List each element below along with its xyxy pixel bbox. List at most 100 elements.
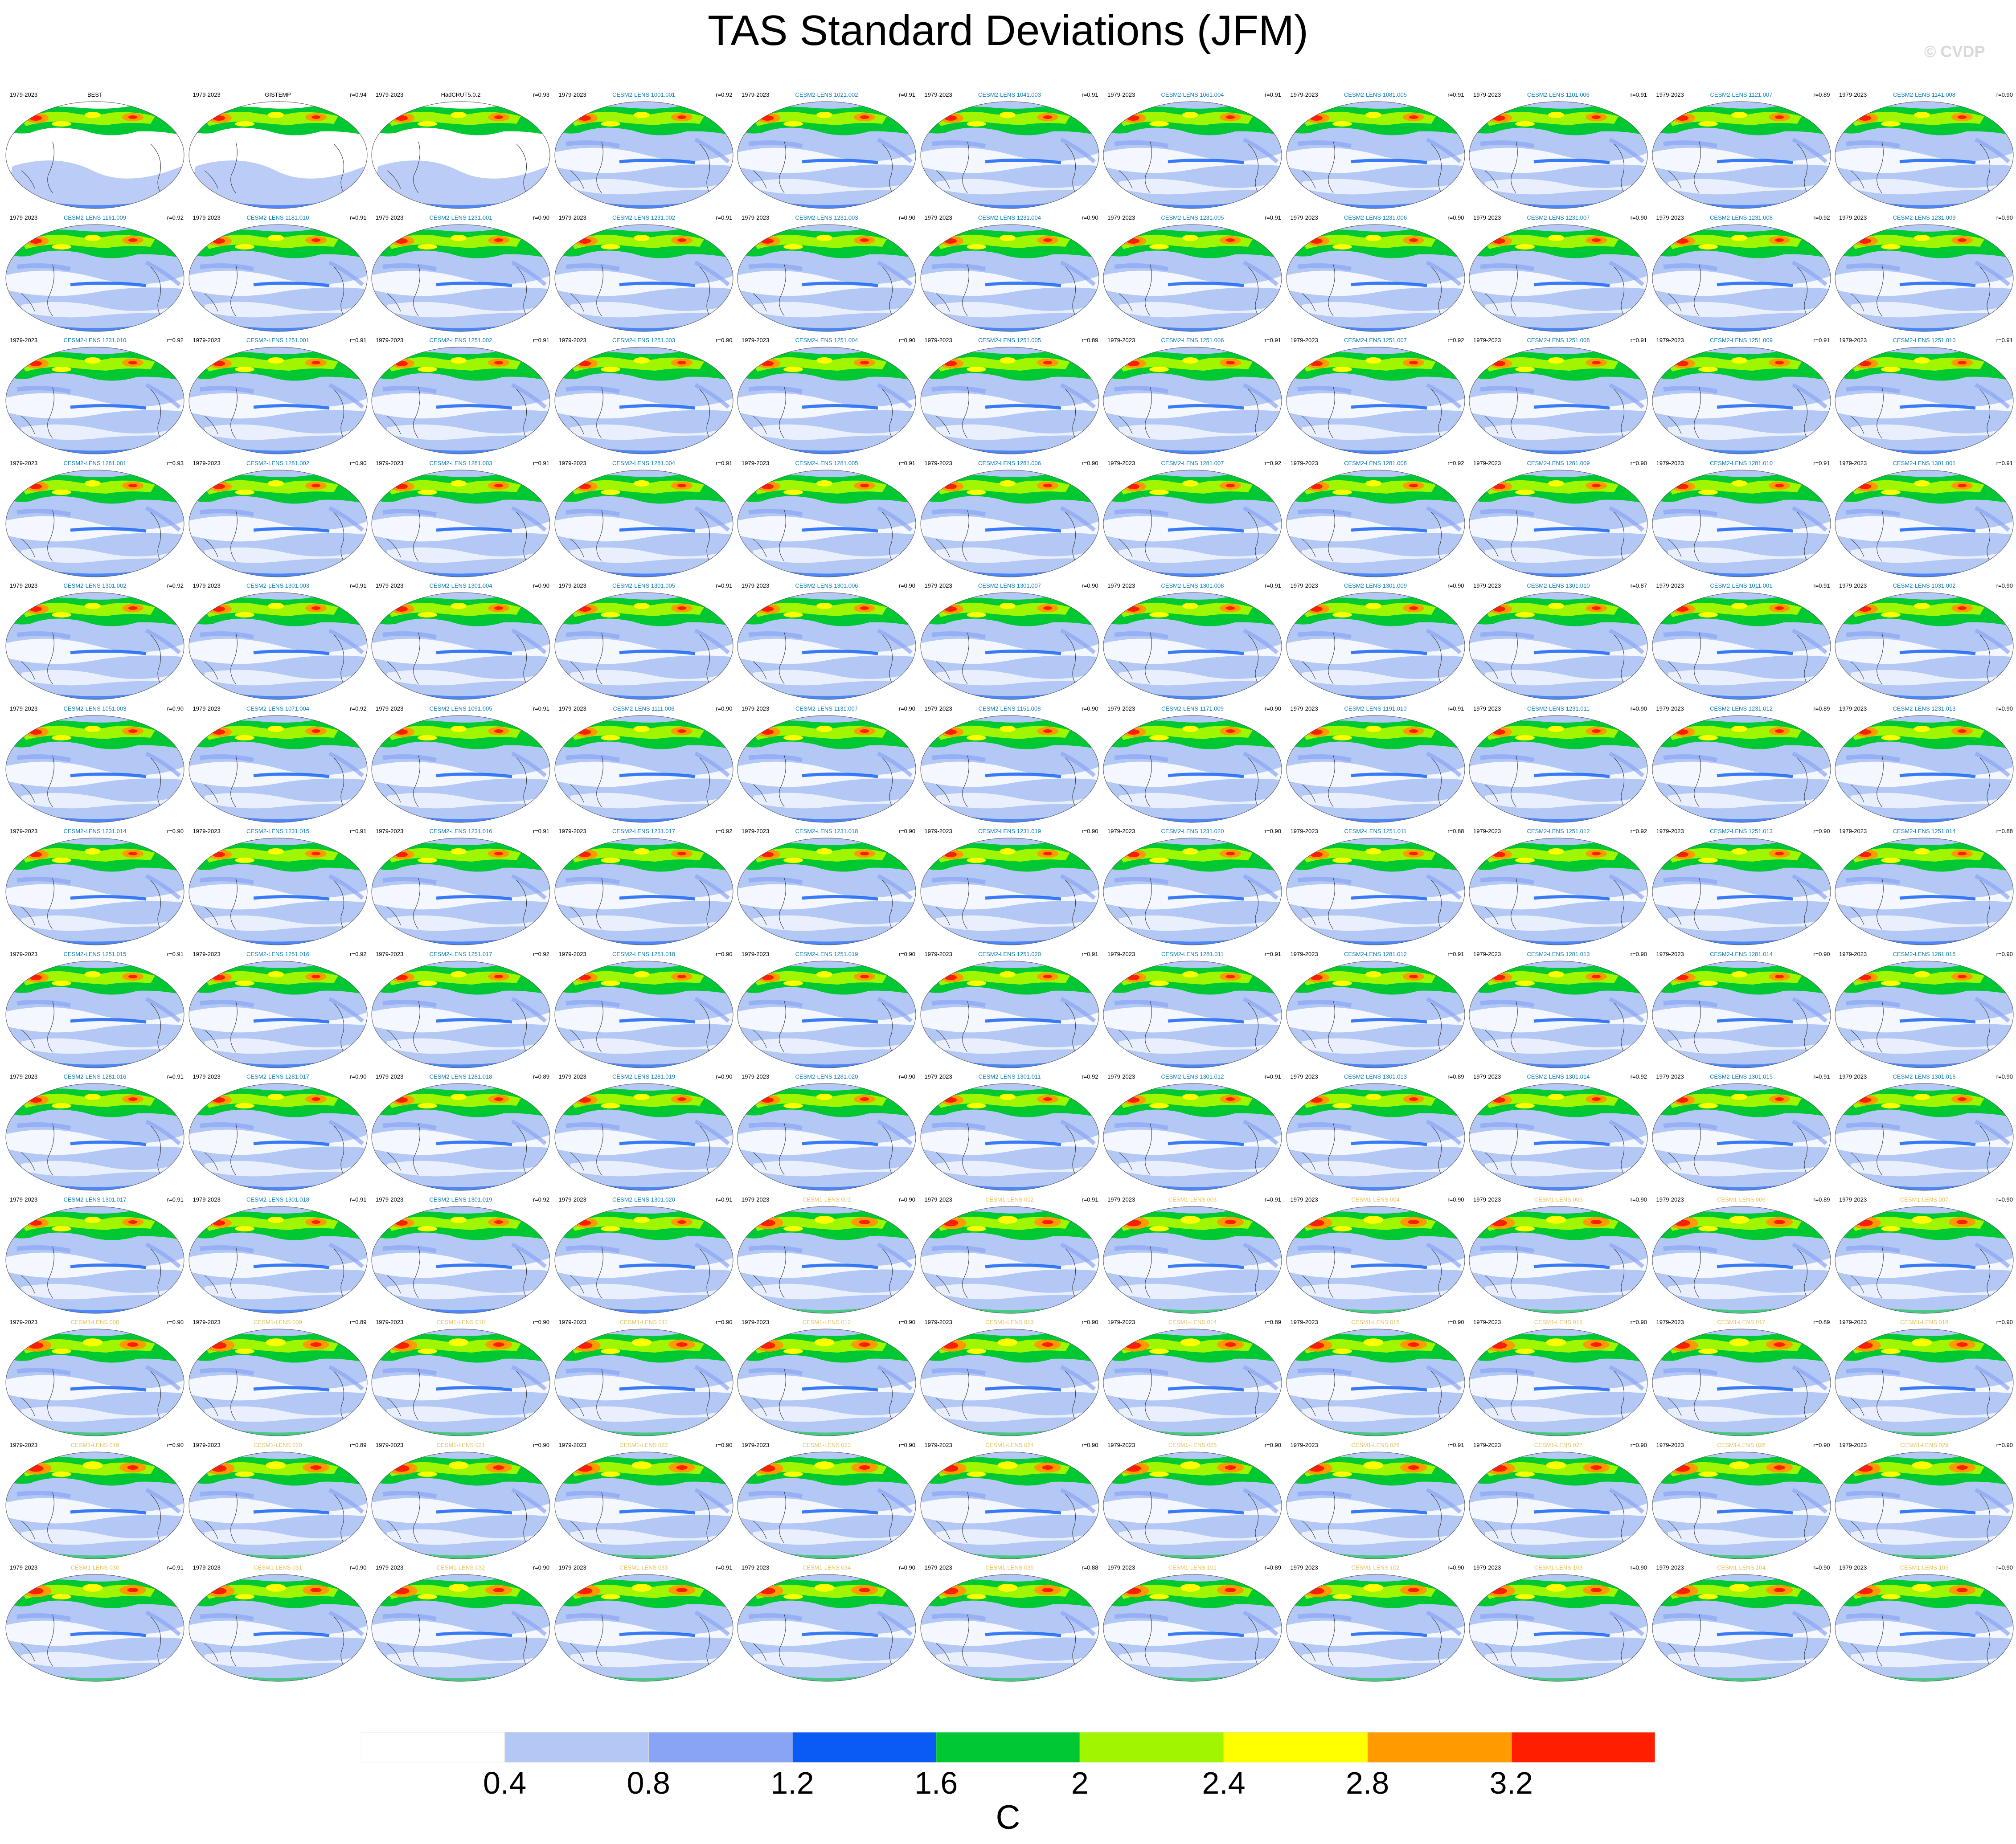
panel-pattern-correlation: r=0.92 [1264,459,1281,466]
panel-dataset-name: CESM2-LENS 1231.005 [1161,214,1224,221]
panel-dataset-name: CESM2-LENS 1231.015 [246,828,309,834]
colorbar-swatch [504,1732,649,1762]
panel-dataset-name: CESM1-LENS 008 [70,1319,119,1325]
panel-pattern-correlation: r=0.91 [350,214,367,221]
panel-pattern-correlation: r=0.90 [898,1564,915,1571]
global-map [188,101,367,209]
panel-period: 1979-2023 [1839,1441,1867,1448]
panel-period: 1979-2023 [558,582,586,589]
map-panel: 1979-2023 CESM1-LENS 102 r=0.90 [1284,1564,1467,1684]
map-panel: 1979-2023 CESM1-LENS 026 r=0.91 [1284,1442,1467,1561]
colorbar-swatch [1223,1732,1368,1762]
panel-dataset-name: BEST [87,91,102,98]
map-panel: 1979-2023 CESM2-LENS 1231.007 r=0.90 [1467,214,1650,334]
global-map [554,715,733,822]
panel-pattern-correlation: r=0.90 [898,1073,915,1080]
global-map [554,224,733,331]
map-panel: 1979-2023 CESM1-LENS 028 r=0.90 [1650,1442,1833,1561]
panel-dataset-name: CESM2-LENS 1231.020 [1161,828,1224,834]
global-map [920,1574,1099,1682]
panel-period: 1979-2023 [1107,582,1135,589]
panel-period: 1979-2023 [1656,214,1684,221]
panel-pattern-correlation: r=0.93 [533,91,549,98]
panel-period: 1979-2023 [1107,828,1135,834]
global-map [1652,470,1831,577]
panel-pattern-correlation: r=0.89 [1264,1319,1281,1325]
global-map [1835,347,2014,454]
panel-pattern-correlation: r=0.90 [1082,214,1098,221]
panel-pattern-correlation: r=0.91 [350,582,367,589]
map-panel: 1979-2023 CESM2-LENS 1251.005 r=0.89 [918,337,1101,456]
panel-pattern-correlation: r=0.89 [533,1073,549,1080]
map-panel: 1979-2023 CESM2-LENS 1251.009 r=0.91 [1650,337,1833,456]
panel-period: 1979-2023 [742,337,770,343]
panel-period: 1979-2023 [1107,1441,1135,1448]
panel-dataset-name: CESM2-LENS 1281.017 [246,1073,309,1080]
global-map [1652,961,1831,1068]
panel-dataset-name: CESM2-LENS 1231.002 [612,214,675,221]
panel-pattern-correlation: r=0.91 [716,1564,733,1571]
panel-period: 1979-2023 [1656,950,1684,957]
panel-period: 1979-2023 [1839,1196,1867,1203]
global-map [5,470,184,577]
map-panel: 1979-2023 BEST [4,91,186,211]
panel-dataset-name: CESM1-LENS 029 [1900,1441,1949,1448]
panel-dataset-name: CESM2-LENS 1301.003 [246,582,309,589]
panel-period: 1979-2023 [193,91,221,98]
panel-dataset-name: CESM2-LENS 1251.013 [1710,828,1773,834]
global-map [1469,347,1648,454]
panel-period: 1979-2023 [924,1319,952,1325]
panel-dataset-name: CESM2-LENS 1231.006 [1344,214,1407,221]
map-panel: 1979-2023 CESM2-LENS 1301.007 r=0.90 [918,582,1101,702]
panel-dataset-name: CESM2-LENS 1301.020 [612,1196,675,1203]
panel-pattern-correlation: r=0.91 [167,1073,184,1080]
panel-dataset-name: CESM2-LENS 1251.011 [1344,828,1407,834]
map-panel: 1979-2023 CESM2-LENS 1281.006 r=0.90 [918,460,1101,579]
panel-dataset-name: CESM2-LENS 1231.008 [1710,214,1773,221]
panel-pattern-correlation: r=0.90 [533,1441,549,1448]
panel-period: 1979-2023 [924,950,952,957]
panel-dataset-name: CESM2-LENS 1301.011 [978,1073,1041,1080]
map-panel: 1979-2023 CESM1-LENS 032 r=0.90 [369,1564,552,1684]
map-panel: 1979-2023 CESM2-LENS 1251.001 r=0.91 [187,337,369,456]
map-panel: 1979-2023 CESM2-LENS 1301.004 r=0.90 [369,582,552,702]
map-panel: 1979-2023 CESM1-LENS 015 r=0.90 [1284,1319,1467,1438]
global-map [1469,1574,1648,1682]
global-map [920,592,1099,700]
panel-pattern-correlation: r=0.90 [350,1564,367,1571]
colorbar-tick-label: 2 [1071,1766,1089,1800]
map-panel: 1979-2023 CESM2-LENS 1011.001 r=0.91 [1650,582,1833,702]
panel-dataset-name: CESM2-LENS 1281.013 [1527,950,1590,957]
map-panel: 1979-2023 CESM2-LENS 1301.015 r=0.91 [1650,1073,1833,1193]
panel-period: 1979-2023 [1107,1319,1135,1325]
panel-period: 1979-2023 [10,459,38,466]
map-panel: 1979-2023 CESM2-LENS 1301.009 r=0.90 [1284,582,1467,702]
panel-period: 1979-2023 [1656,91,1684,98]
panel-dataset-name: CESM2-LENS 1281.007 [1161,459,1224,466]
global-map [371,1574,550,1682]
global-map [920,224,1099,331]
panel-pattern-correlation: r=0.91 [533,705,549,712]
map-panel: 1979-2023 CESM1-LENS 009 r=0.89 [187,1319,369,1438]
global-map [1469,592,1648,700]
panel-dataset-name: CESM1-LENS 010 [436,1319,485,1325]
panel-dataset-name: CESM2-LENS 1301.009 [1344,582,1407,589]
panel-period: 1979-2023 [1473,1319,1501,1325]
panel-pattern-correlation: r=0.90 [1630,214,1647,221]
global-map [737,838,916,945]
panel-pattern-correlation: r=0.91 [1630,337,1647,343]
panel-pattern-correlation: r=0.91 [1630,91,1647,98]
panel-pattern-correlation: r=0.90 [1630,705,1647,712]
global-map [5,592,184,700]
panel-period: 1979-2023 [1656,828,1684,834]
map-panel: 1979-2023 CESM2-LENS 1281.014 r=0.90 [1650,951,1833,1070]
global-map [371,470,550,577]
panel-pattern-correlation: r=0.91 [1264,337,1281,343]
panel-dataset-name: CESM2-LENS 1231.004 [978,214,1041,221]
global-map [1469,224,1648,331]
global-map [1103,592,1282,700]
global-map [737,592,916,700]
panel-dataset-name: CESM2-LENS 1251.017 [429,950,492,957]
panel-pattern-correlation: r=0.90 [1996,705,2013,712]
panel-dataset-name: CESM2-LENS 1301.019 [429,1196,492,1203]
